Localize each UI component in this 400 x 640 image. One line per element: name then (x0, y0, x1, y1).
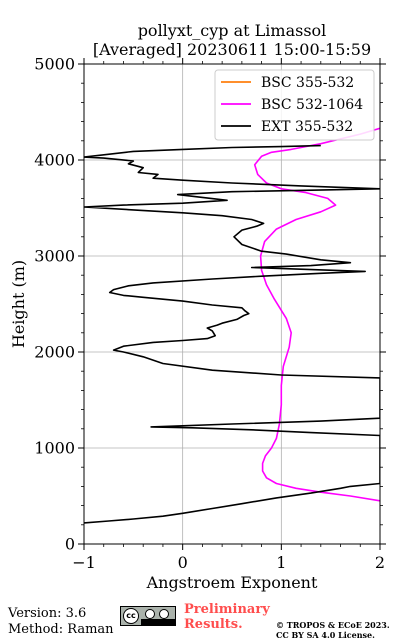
x-tick-label: 0 (178, 553, 188, 572)
x-tick-label: 2 (375, 553, 385, 572)
copyright-line1: © TROPOS & ECoE 2023. (276, 620, 390, 630)
preliminary-line1: Preliminary (184, 602, 270, 617)
version-label: Version: 3.6 (8, 606, 87, 621)
cc-logo-icon: cc (123, 608, 139, 624)
legend-label: EXT 355-532 (261, 119, 353, 135)
copyright-notice: © TROPOS & ECoE 2023. CC BY SA 4.0 Licen… (276, 620, 390, 640)
x-tick-label: 1 (276, 553, 286, 572)
chart-subtitle: [Averaged] 20230611 15:00-15:59 (92, 40, 372, 59)
x-axis-label: Angstroem Exponent (146, 573, 318, 592)
chart-title: pollyxt_cyp at Limassol (137, 21, 327, 40)
y-axis-label: Height (m) (9, 260, 28, 348)
data-layer (84, 127, 380, 524)
legend: BSC 355-532 BSC 532-1064 EXT 355-532 (214, 69, 375, 141)
legend-label: BSC 355-532 (261, 75, 354, 91)
license-strip (141, 619, 175, 625)
legend-label: BSC 532-1064 (261, 97, 363, 113)
legend-frame (214, 69, 375, 141)
y-tick-label: 2000 (34, 343, 75, 362)
cc-license-icon: cc (120, 606, 176, 626)
preliminary-results-label: Preliminary Results. (184, 602, 270, 632)
plot-frame (83, 63, 381, 545)
series-line-1 (253, 127, 380, 502)
y-tick-label: 3000 (34, 247, 75, 266)
y-tick-label: 4000 (34, 151, 75, 170)
y-tick-label: 5000 (34, 55, 75, 74)
method-label: Method: Raman (8, 622, 114, 637)
sa-icon (159, 609, 169, 619)
x-tick-label: −1 (72, 553, 96, 572)
copyright-line2: CC BY SA 4.0 License. (276, 630, 375, 640)
series-line-2 (84, 144, 380, 524)
preliminary-line2: Results. (184, 617, 243, 632)
y-tick-label: 0 (65, 535, 75, 554)
y-tick-label: 1000 (34, 439, 75, 458)
by-icon (145, 609, 155, 619)
